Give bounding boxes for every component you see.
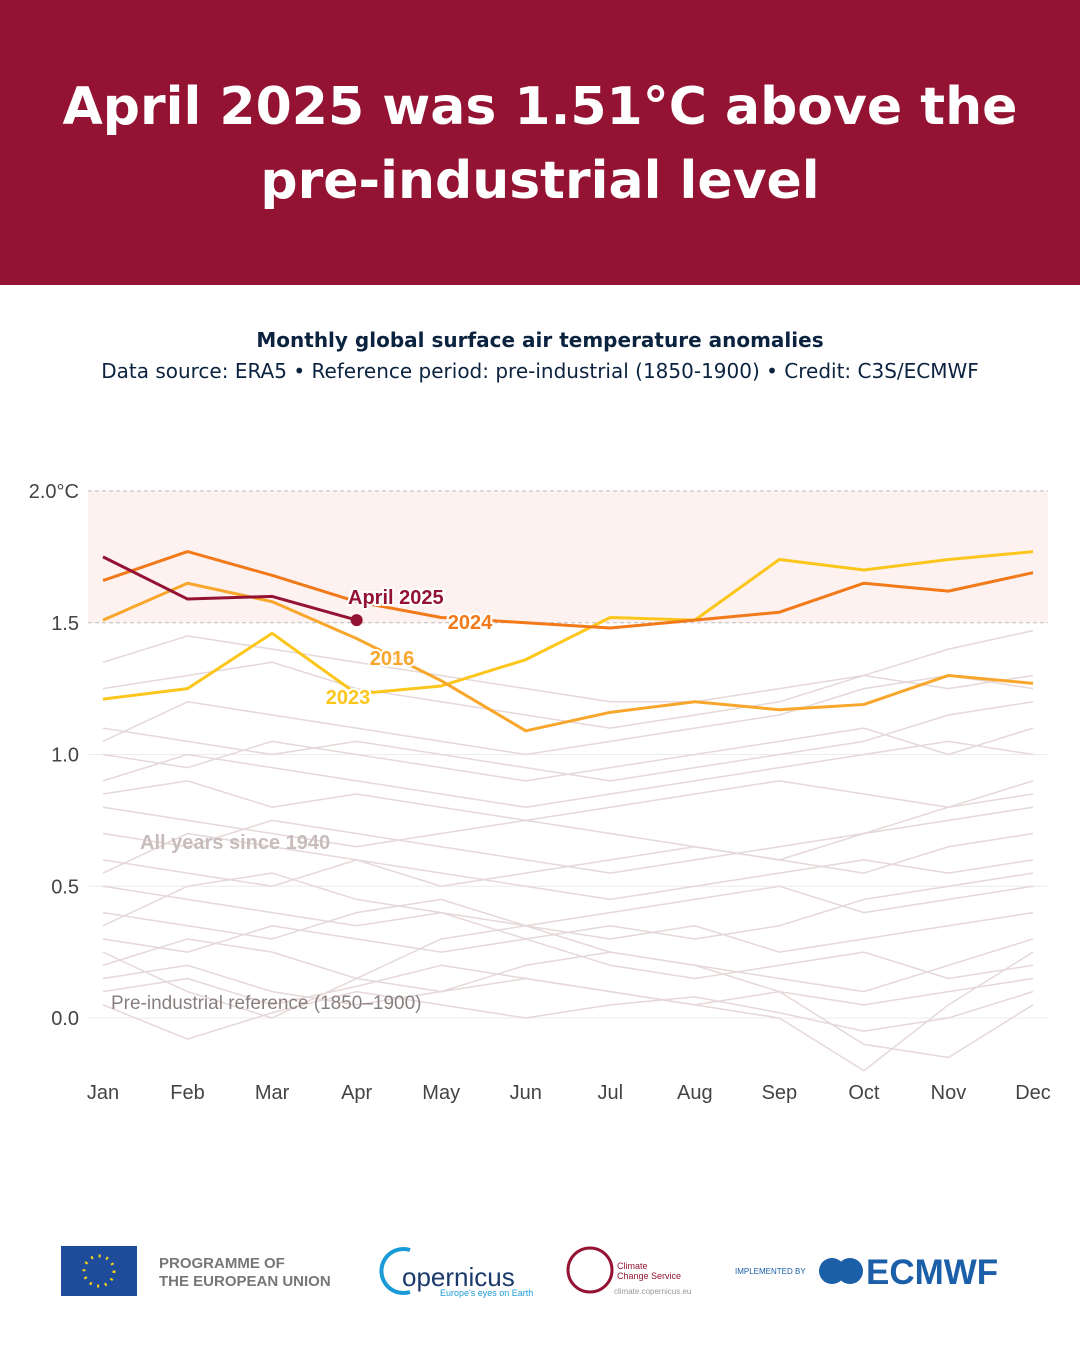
c3s-url: climate.copernicus.eu — [614, 1287, 691, 1296]
x-tick-label: Feb — [170, 1082, 204, 1104]
series-line — [102, 581, 1034, 733]
series-line — [102, 550, 1034, 701]
copernicus-text: opernicus — [402, 1262, 515, 1292]
reference-label: Pre-industrial reference (1850–1900) — [111, 993, 422, 1014]
series-label: 2024 — [448, 612, 493, 634]
highlight-band — [88, 491, 1048, 623]
background-label: All years since 1940 — [140, 832, 330, 854]
copernicus-c — [379, 1247, 411, 1295]
eu-text: PROGRAMME OF — [159, 1255, 285, 1272]
y-tick-label: 0.5 — [51, 876, 79, 898]
x-tick-label: Jun — [510, 1082, 542, 1104]
background-line — [102, 629, 1034, 703]
ecmwf-logo — [837, 1258, 863, 1284]
background-line — [102, 925, 1034, 980]
header-band — [0, 0, 1080, 285]
background-line — [102, 859, 1034, 901]
footer: PROGRAMME OF THE EUROPEAN UNION opernicu… — [61, 1246, 998, 1298]
background-line — [102, 951, 1034, 1072]
background-line — [102, 885, 1034, 927]
y-tick-label: 0.0 — [51, 1008, 79, 1030]
latest-point — [350, 614, 363, 627]
series-label: 2016 — [370, 648, 415, 670]
x-tick-label: Oct — [848, 1082, 880, 1104]
series-label: April 2025 — [348, 587, 444, 609]
background-line — [102, 872, 1034, 940]
series-line — [102, 550, 1034, 630]
background-line — [102, 793, 1034, 861]
eu-flag — [61, 1246, 137, 1296]
y-tick-label: 1.0 — [51, 745, 79, 767]
ecmwf-logo — [819, 1258, 845, 1284]
background-line — [102, 780, 1034, 822]
subtitle: Monthly global surface air temperature a… — [256, 328, 824, 352]
series-label: 2023 — [326, 687, 371, 709]
background-line — [102, 674, 1034, 756]
c3s-text: Change Service — [617, 1271, 681, 1281]
background-line — [102, 806, 1034, 874]
eu-stars — [82, 1254, 116, 1288]
source: Data source: ERA5 • Reference period: pr… — [101, 359, 979, 383]
y-tick-label: 1.5 — [51, 613, 79, 635]
background-line — [102, 925, 1034, 1019]
eu-text: THE EUROPEAN UNION — [159, 1273, 331, 1290]
background-line — [102, 701, 1034, 782]
ecmwf-text: ECMWF — [866, 1253, 998, 1292]
subtitle-block: Monthly global surface air temperature a… — [0, 325, 1080, 387]
x-tick-label: Jan — [87, 1082, 119, 1104]
series-line — [102, 555, 358, 622]
background-line — [102, 990, 1034, 1040]
c3s-logo — [566, 1246, 614, 1294]
x-tick-label: Aug — [677, 1082, 713, 1104]
x-tick-label: Jul — [597, 1082, 623, 1104]
x-tick-label: Nov — [931, 1082, 967, 1104]
background-line — [102, 740, 1034, 808]
c3s-text: Climate — [617, 1261, 648, 1271]
x-tick-label: Sep — [762, 1082, 798, 1104]
title: April 2025 was 1.51°C above the pre-indu… — [62, 77, 1018, 211]
x-tick-label: May — [422, 1082, 460, 1104]
y-tick-label: 2.0°C — [29, 481, 79, 503]
x-tick-label: Mar — [255, 1082, 290, 1104]
background-line — [102, 938, 1034, 993]
implemented: IMPLEMENTED BY — [735, 1267, 806, 1276]
x-tick-label: Dec — [1015, 1082, 1051, 1104]
x-tick-label: Apr — [341, 1082, 372, 1104]
copernicus-tag: Europe's eyes on Earth — [440, 1288, 533, 1298]
